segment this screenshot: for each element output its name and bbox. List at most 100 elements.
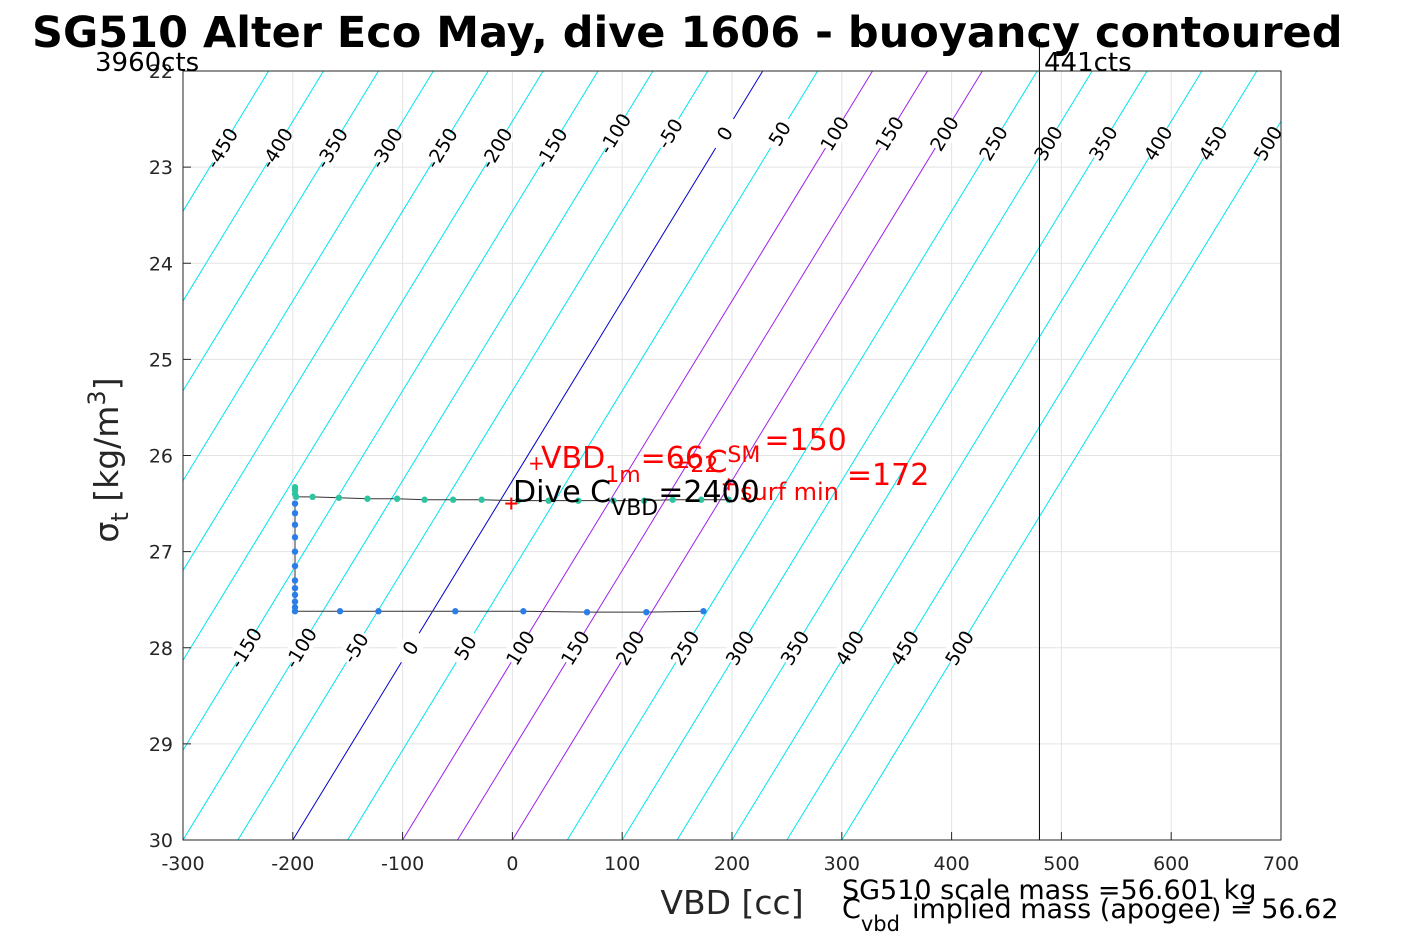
dive-cvbd-annotation: Dive CVBD=2400 (513, 475, 760, 521)
contour-line (457, 71, 928, 840)
climb-track-point (291, 509, 299, 517)
x-tick-label: 200 (714, 853, 750, 875)
contour-line (183, 71, 434, 482)
contour-label-top-bg (368, 127, 405, 169)
y-tick-label: 23 (149, 157, 173, 179)
contour-line (183, 71, 324, 302)
contour-label-bottom-bg (227, 627, 264, 668)
implied-mass-footer: Cvbd implied mass (apogee) = 56.62 (842, 894, 1339, 936)
csm-annotation-part: =22 (672, 453, 718, 478)
contour-label-bottom-bg (831, 627, 868, 668)
implied-mass-sub: vbd (861, 912, 900, 936)
y-tick-label: 29 (149, 734, 173, 756)
climb-track-point (291, 584, 299, 592)
x-tick-label: 300 (824, 853, 860, 875)
contour-line (183, 71, 379, 392)
surf-min-annotation-part: =172 (847, 458, 929, 493)
dive-cvbd-annotation-part: =2400 (658, 475, 759, 510)
y-tick-label: 25 (149, 349, 173, 371)
y-tick-label: 27 (149, 542, 173, 564)
csm-annotation-part: SM (727, 443, 760, 468)
y-axis-label-main: σ (87, 522, 126, 543)
y-axis-label-sub: t (106, 512, 134, 521)
contour-line (183, 71, 654, 840)
csm-annotation-part: =150 (764, 423, 846, 458)
dive-track-point (421, 496, 428, 503)
dive-track-point (514, 497, 522, 504)
surf-min-annotation: surf min =172 (740, 458, 929, 506)
contour-label-bottom-bg (337, 627, 374, 668)
climb-track-point (375, 608, 382, 615)
contour-label-top-bg (477, 127, 515, 169)
contour-label-bottom-bg (941, 627, 978, 668)
dive-track-point (309, 493, 316, 501)
contour-label-top-bg (816, 113, 853, 154)
y-axis-label-unit-close: ] (87, 377, 126, 390)
dive-track-point (291, 484, 299, 491)
climb-track-point (291, 598, 299, 605)
contour-label-top-bg (596, 113, 634, 154)
dive-cvbd-annotation-part: VBD (611, 496, 658, 521)
contour-line (237, 71, 709, 840)
dive-track-point (335, 494, 343, 501)
x-tick-label: 100 (604, 853, 640, 875)
dive-track-point (449, 496, 457, 503)
climb-track-point (452, 608, 459, 615)
vbd1m-annotation-part: VBD (541, 441, 605, 476)
contour-line (183, 71, 270, 213)
dive-track-point (545, 497, 552, 504)
vbd1m-plus: + (528, 451, 545, 475)
dive-tracks (291, 311, 735, 616)
contour-label-top-bg (974, 122, 1012, 164)
contour-label-bottom-bg (282, 627, 319, 668)
contour-line (183, 71, 544, 662)
climb-track-point (291, 591, 299, 599)
climb-track-point (336, 608, 344, 615)
dive-track-point (393, 495, 401, 502)
scale-mass-footer: SG510 scale mass =56.601 kg (842, 875, 1256, 906)
x-tick-label: 700 (1263, 853, 1299, 875)
y-axis-label-unit: [kg/m (87, 406, 126, 513)
contour-label-bottom-bg (666, 627, 704, 668)
implied-mass-text: implied mass (apogee) = 56.62 (912, 894, 1339, 925)
dive-track-point (575, 497, 582, 504)
climb-track-point (291, 577, 299, 584)
contour-line (566, 71, 1038, 840)
contour-label-bottom-bg (776, 627, 813, 668)
contour-label-top-bg (925, 113, 963, 154)
contour-line (183, 71, 599, 752)
dive-cvbd-annotation-part: Dive C (513, 475, 611, 510)
contour-label-top-bg (313, 127, 350, 169)
contour-line (676, 71, 1148, 840)
climb-track-point (700, 608, 707, 615)
climb-track-point (520, 608, 527, 615)
contour-line (621, 71, 1093, 840)
dive-track-point (698, 496, 705, 503)
implied-mass-c: C (842, 894, 861, 925)
contour-label-bottom-bg (611, 627, 649, 668)
contour-label-bottom-bg (392, 627, 429, 668)
x-tick-label: -100 (381, 853, 424, 875)
y-tick-label: 26 (149, 446, 173, 468)
contour-label-top-bg (1249, 122, 1286, 164)
dive-track-point (640, 497, 648, 504)
climb-track-point (291, 521, 299, 528)
contour-label-top-bg (203, 127, 240, 169)
right-limit-label: 441cts (1044, 48, 1132, 78)
x-tick-label: 0 (506, 853, 518, 875)
contour-line (511, 71, 983, 840)
x-tick-label: 400 (933, 853, 969, 875)
x-tick-label: -200 (271, 853, 314, 875)
x-tick-label: 600 (1153, 853, 1189, 875)
contour-label-top-bg (1084, 122, 1122, 164)
contour-label-top-bg (258, 127, 295, 169)
contour-line (183, 71, 489, 572)
dive-track-point (364, 495, 371, 502)
contour-label-bottom-bg (886, 627, 923, 668)
contour-label-bottom-bg (721, 627, 758, 668)
contour-label-top-bg (871, 113, 908, 154)
contour-label-bottom-bg (501, 627, 539, 668)
x-axis-label: VBD [cc] (660, 883, 803, 922)
